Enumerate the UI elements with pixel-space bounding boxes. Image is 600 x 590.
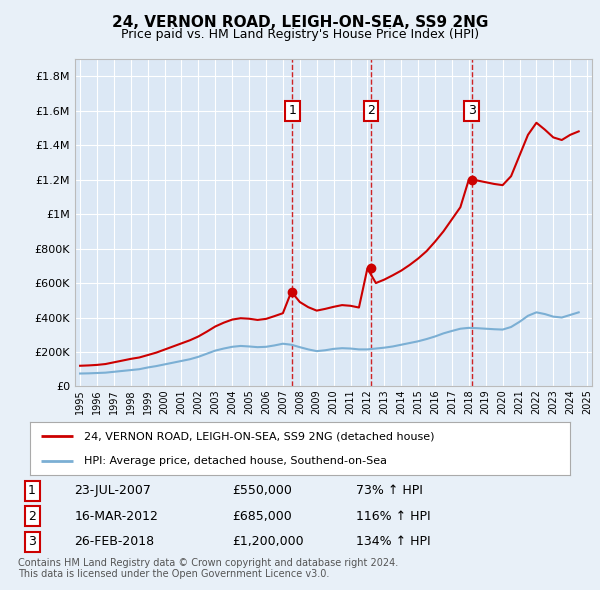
- Text: £1,200,000: £1,200,000: [232, 535, 304, 548]
- Text: 23-JUL-2007: 23-JUL-2007: [74, 484, 151, 497]
- Text: Price paid vs. HM Land Registry's House Price Index (HPI): Price paid vs. HM Land Registry's House …: [121, 28, 479, 41]
- Text: 116% ↑ HPI: 116% ↑ HPI: [356, 510, 431, 523]
- Text: 73% ↑ HPI: 73% ↑ HPI: [356, 484, 423, 497]
- Text: 134% ↑ HPI: 134% ↑ HPI: [356, 535, 431, 548]
- Text: 2: 2: [367, 104, 375, 117]
- Text: Contains HM Land Registry data © Crown copyright and database right 2024.
This d: Contains HM Land Registry data © Crown c…: [18, 558, 398, 579]
- Text: 1: 1: [288, 104, 296, 117]
- Text: £550,000: £550,000: [232, 484, 292, 497]
- Text: HPI: Average price, detached house, Southend-on-Sea: HPI: Average price, detached house, Sout…: [84, 455, 387, 466]
- Text: 24, VERNON ROAD, LEIGH-ON-SEA, SS9 2NG: 24, VERNON ROAD, LEIGH-ON-SEA, SS9 2NG: [112, 15, 488, 30]
- Text: £685,000: £685,000: [232, 510, 292, 523]
- Text: 3: 3: [28, 535, 36, 548]
- Text: 26-FEB-2018: 26-FEB-2018: [74, 535, 155, 548]
- Text: 1: 1: [28, 484, 36, 497]
- Text: 2: 2: [28, 510, 36, 523]
- Text: 3: 3: [467, 104, 475, 117]
- Text: 16-MAR-2012: 16-MAR-2012: [74, 510, 158, 523]
- Text: 24, VERNON ROAD, LEIGH-ON-SEA, SS9 2NG (detached house): 24, VERNON ROAD, LEIGH-ON-SEA, SS9 2NG (…: [84, 431, 434, 441]
